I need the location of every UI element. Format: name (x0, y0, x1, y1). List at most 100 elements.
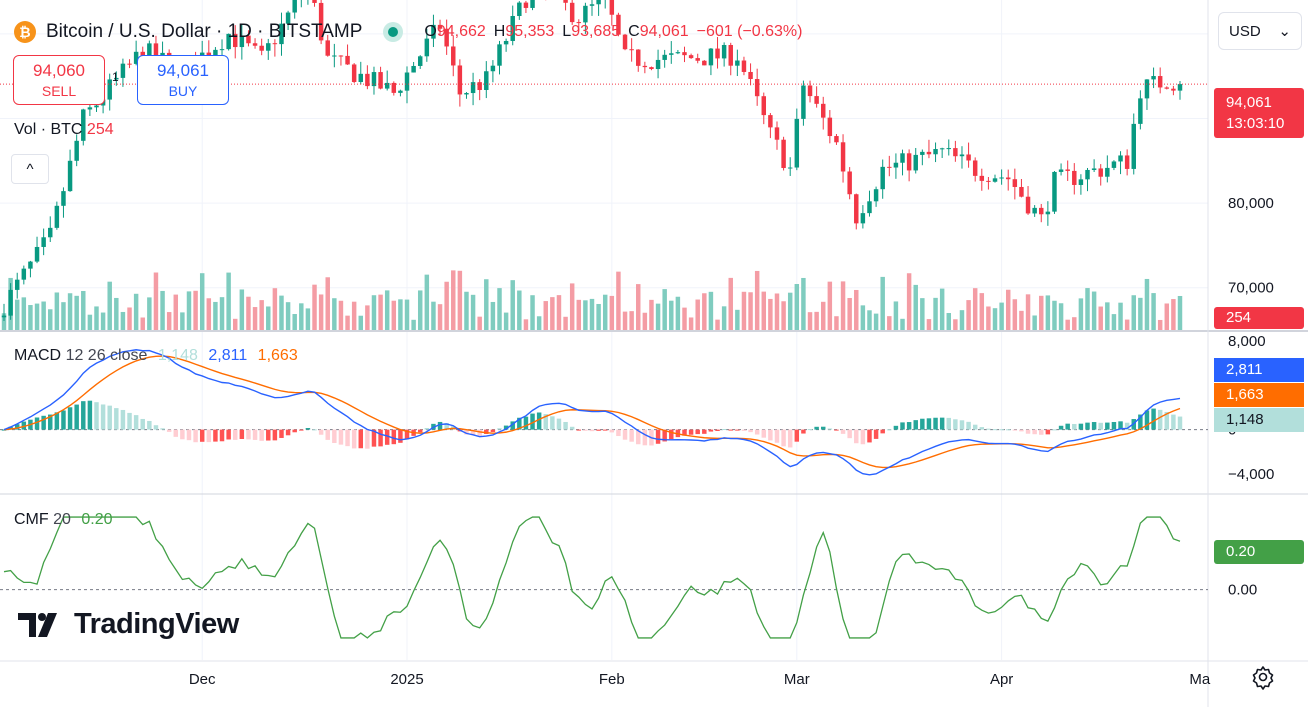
candle (451, 46, 456, 66)
macd-histogram-bar (186, 429, 192, 441)
tradingview-logo-icon (18, 612, 57, 637)
macd-badge-value: 2,811 (1226, 361, 1263, 378)
macd-histogram-bar (550, 416, 555, 430)
volume-bar (563, 316, 568, 330)
candle (906, 153, 912, 171)
collapse-legend-button[interactable]: ^ (11, 154, 49, 184)
histogram-badge: 1,148 (1214, 408, 1304, 432)
volume-bar (913, 284, 918, 330)
volume-value: 254 (86, 121, 114, 138)
volume-bar (28, 305, 33, 330)
volume-bar (431, 301, 436, 330)
candle (939, 148, 945, 150)
volume-bar (966, 300, 971, 330)
tradingview-logo-text: TradingView (74, 608, 239, 640)
macd-histogram-bar (748, 429, 753, 433)
macd-histogram-bar (365, 429, 370, 449)
bitcoin-icon: ₿ (14, 21, 36, 43)
candle (880, 166, 885, 190)
macd-histogram-bar (444, 423, 449, 430)
candle (801, 85, 806, 119)
candle (338, 55, 344, 57)
volume-bar (741, 291, 747, 330)
volume-bar (688, 317, 694, 330)
candle (834, 136, 839, 143)
volume-bar (860, 305, 866, 330)
candle (821, 103, 826, 118)
volume-bar (807, 312, 813, 330)
volume-bar (338, 300, 344, 330)
volume-bar (774, 293, 780, 330)
tradingview-logo[interactable]: TradingView (18, 608, 239, 641)
candle (768, 115, 773, 128)
macd-histogram-bar (1, 429, 7, 431)
macd-histogram-bar (1151, 408, 1156, 430)
candle (761, 96, 767, 116)
volume-bar (946, 313, 951, 330)
candle (1025, 196, 1031, 214)
volume-bar (682, 307, 687, 330)
volume-bar (318, 294, 324, 330)
candle (1164, 87, 1170, 89)
candle (807, 85, 813, 97)
candle (285, 12, 291, 24)
macd-histogram-bar (246, 429, 251, 440)
volume-bar (992, 308, 998, 330)
macd-line-value: 2,811 (208, 347, 248, 364)
candle (999, 177, 1004, 179)
buy-button[interactable]: 94,061 BUY (137, 55, 229, 105)
macd-histogram-bar (530, 413, 535, 430)
candle (219, 49, 225, 51)
candle (596, 0, 601, 5)
macd-histogram-bar (1091, 422, 1097, 430)
macd-histogram-bar (959, 420, 965, 430)
currency-value: USD (1229, 22, 1261, 40)
volume-bar (166, 312, 172, 330)
quantity-value[interactable]: 1 (112, 70, 119, 84)
candlesticks[interactable] (0, 0, 1208, 321)
macd-histogram-bar (1111, 422, 1117, 430)
macd-histogram-bar (1052, 429, 1057, 431)
candle (959, 154, 965, 157)
signal-badge: 1,663 (1214, 383, 1304, 407)
candle (741, 60, 747, 72)
macd-histogram-bar (160, 428, 165, 430)
sell-button[interactable]: 94,060 SELL (13, 55, 105, 105)
volume-bar (305, 308, 311, 330)
macd-histogram-bar (213, 429, 218, 442)
candle (781, 139, 786, 169)
buy-label: BUY (168, 83, 198, 99)
macd-histogram-bar (1157, 409, 1163, 430)
macd-histogram-bar (239, 429, 245, 439)
candle (860, 213, 866, 224)
volume-bar (1151, 293, 1156, 330)
volume-bar (186, 291, 192, 330)
macd-histogram-bar (299, 429, 304, 431)
macd-histogram-bar (199, 429, 205, 442)
volume-bar (1012, 299, 1018, 330)
candle (616, 14, 621, 35)
macd-histogram-bar (325, 429, 330, 440)
volume-bar (233, 318, 238, 330)
volume-bar (180, 312, 185, 330)
macd-histogram-bar (543, 414, 548, 430)
macd-histogram-bar (787, 429, 793, 448)
volume-bar (153, 272, 159, 330)
symbol-title[interactable]: Bitcoin / U.S. Dollar · 1D · BITSTAMP (46, 21, 363, 42)
candle (1171, 88, 1176, 91)
gear-icon[interactable] (1250, 664, 1276, 690)
macd-name: MACD (14, 347, 62, 364)
volume-bar (312, 284, 317, 330)
volume-bar (503, 312, 509, 330)
currency-select[interactable]: USD ⌄ (1218, 12, 1302, 50)
volume-bar (1124, 319, 1130, 330)
macd-params: 12 26 close (65, 347, 148, 364)
candle (1131, 123, 1136, 169)
candle (953, 148, 958, 157)
macd-histogram-bar (61, 410, 66, 430)
macd-histogram-bar (1019, 429, 1024, 432)
macd-histogram-bar (814, 426, 819, 430)
macd-histogram-bar (596, 429, 601, 431)
